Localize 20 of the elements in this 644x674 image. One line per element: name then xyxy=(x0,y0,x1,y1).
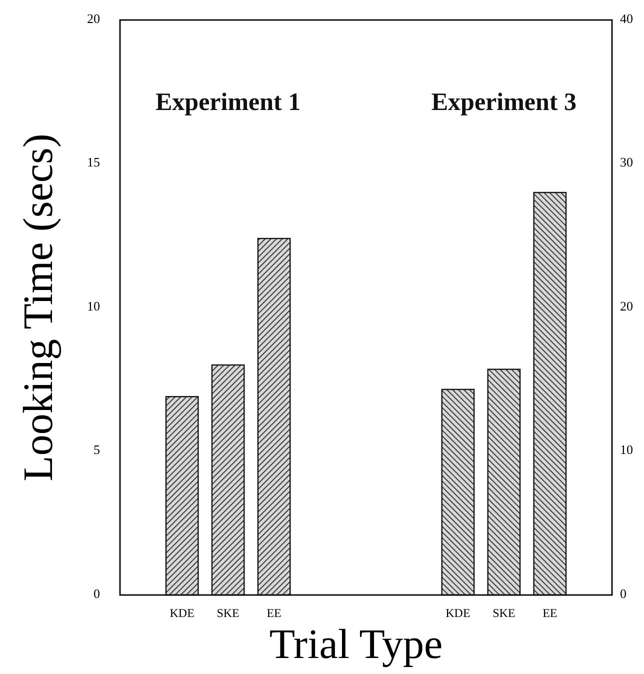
x-tick-label: KDE xyxy=(446,606,470,620)
x-axis-title: Trial Type xyxy=(269,622,443,668)
annotation: Experiment 1 xyxy=(155,89,301,116)
y-tick-label: 20 xyxy=(87,10,100,26)
y2-tick-label: 40 xyxy=(620,10,633,26)
annotation: Experiment 3 xyxy=(431,89,577,116)
x-tick-label: EE xyxy=(542,606,558,620)
y-axis-title: Looking Time (secs) xyxy=(16,134,62,482)
x-tick-label: SKE xyxy=(216,606,240,620)
y-tick-label: 15 xyxy=(87,154,100,170)
x-tick-label: EE xyxy=(266,606,282,620)
y-tick-label: 10 xyxy=(87,298,100,314)
y-tick-label: 5 xyxy=(94,442,100,458)
x-tick-label: SKE xyxy=(492,606,516,620)
y-tick-label: 0 xyxy=(94,586,100,601)
x-tick-label: KDE xyxy=(170,606,194,620)
y2-tick-label: 20 xyxy=(620,298,633,314)
y2-tick-label: 0 xyxy=(620,586,626,601)
y2-tick-label: 30 xyxy=(620,154,633,170)
y2-tick-label: 10 xyxy=(620,442,633,458)
